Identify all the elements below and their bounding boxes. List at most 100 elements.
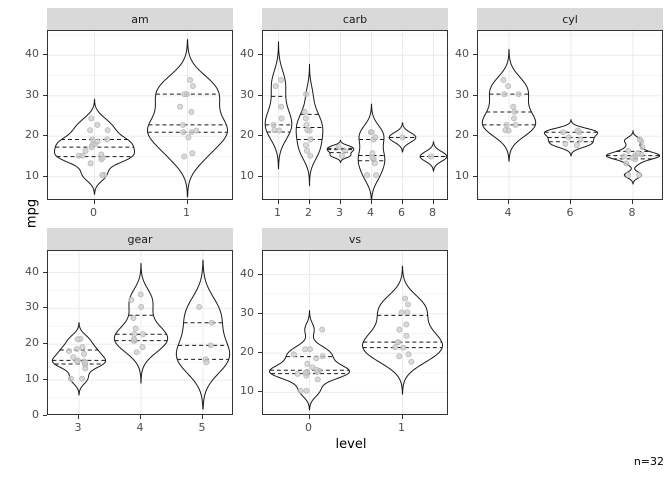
data-point [82, 360, 88, 367]
data-point [306, 127, 313, 134]
data-point [140, 331, 146, 338]
data-point [560, 129, 567, 136]
x-tick-mark [78, 415, 79, 419]
data-point [181, 153, 188, 160]
data-point [364, 172, 371, 179]
data-point [181, 91, 188, 98]
data-point [89, 136, 96, 143]
y-tick-mark [43, 54, 47, 56]
data-point [338, 152, 345, 159]
y-tick-mark [258, 391, 262, 393]
data-point [404, 301, 411, 308]
data-point [511, 108, 518, 115]
y-tick-mark [43, 415, 47, 416]
violin-shape [147, 39, 228, 198]
violin-shape [113, 263, 169, 384]
data-point [70, 354, 77, 361]
data-point [270, 121, 277, 128]
data-point [313, 366, 320, 373]
data-point [512, 121, 519, 128]
x-tick-label: 1 [398, 421, 405, 434]
y-tick-label: 30 [240, 305, 254, 319]
data-point [314, 376, 321, 383]
x-tick-mark [277, 200, 279, 204]
data-point [620, 153, 627, 160]
data-point [73, 358, 80, 365]
x-tick-label: 8 [628, 206, 636, 219]
data-point [636, 172, 643, 179]
x-tick-label: 4 [504, 206, 512, 219]
y-tick-mark [43, 307, 47, 309]
x-tick-mark [339, 200, 341, 204]
facet-strip-label: am [131, 12, 149, 26]
facet-panel-am [47, 30, 233, 200]
x-tick-mark [401, 415, 403, 419]
data-point [368, 129, 375, 136]
facet-strip-am: am [47, 8, 233, 30]
y-tick-mark [473, 175, 477, 177]
y-tick-label: 10 [240, 168, 254, 182]
y-tick-label: 10 [240, 384, 254, 398]
y-tick-label: 20 [455, 128, 469, 142]
y-tick-label: 30 [25, 87, 39, 101]
violin-shape [362, 265, 443, 395]
data-point [94, 121, 101, 128]
x-tick-mark [308, 415, 310, 419]
data-point [130, 336, 137, 343]
data-point [625, 172, 632, 179]
data-point [276, 127, 283, 134]
x-tick-label: 6 [566, 206, 574, 219]
data-point [271, 127, 278, 134]
data-point [408, 358, 415, 365]
facet-panel-gear [47, 250, 233, 415]
data-point [639, 144, 646, 151]
y-tick-mark [258, 312, 262, 314]
data-point [99, 172, 106, 179]
data-point [82, 365, 89, 372]
data-point [188, 129, 195, 136]
data-point [75, 152, 82, 159]
data-point [403, 332, 410, 339]
data-point [82, 147, 89, 154]
data-point [510, 103, 517, 110]
data-point [634, 150, 641, 157]
y-tick-label: 10 [25, 372, 39, 386]
data-point [207, 342, 214, 349]
x-tick-mark [140, 415, 141, 419]
facet-panel-vs [262, 250, 448, 415]
data-point [272, 83, 279, 90]
facet-strip-gear: gear [47, 228, 233, 250]
data-point [625, 147, 632, 154]
data-point [396, 353, 403, 360]
y-tick-label: 40 [455, 47, 469, 61]
y-tick-mark [43, 343, 47, 345]
data-point [428, 153, 434, 160]
violin-shape [388, 122, 417, 153]
data-point [623, 160, 630, 167]
data-point [139, 344, 146, 351]
violin-shape [264, 41, 293, 170]
x-tick-label: 1 [183, 206, 190, 219]
data-point [403, 321, 410, 328]
y-tick-label: 20 [240, 128, 254, 142]
x-tick-mark [186, 200, 188, 204]
data-point [130, 315, 137, 322]
data-point [203, 359, 210, 366]
data-point [636, 136, 643, 143]
x-axis-title: level [335, 437, 367, 452]
x-tick-mark [370, 200, 372, 204]
data-point [392, 344, 399, 351]
facet-panel-cyl [477, 30, 663, 200]
x-tick-mark [202, 415, 203, 419]
violin-shape [54, 98, 135, 195]
data-point [369, 150, 376, 157]
x-tick-label: 5 [198, 421, 206, 434]
data-point [335, 144, 342, 151]
sample-size-caption: n=32 [633, 455, 664, 468]
data-point [187, 77, 194, 83]
y-tick-mark [258, 135, 262, 137]
y-tick-mark [473, 94, 477, 96]
data-point [501, 91, 508, 98]
y-tick-mark [258, 273, 262, 275]
y-tick-mark [258, 94, 262, 96]
